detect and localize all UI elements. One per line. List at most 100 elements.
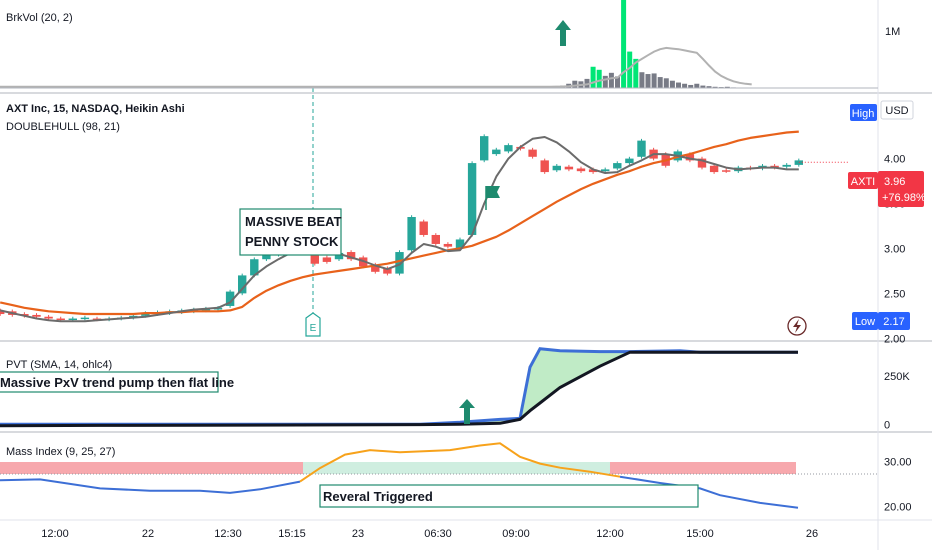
mass-index-panel: 30.00 20.00 (0, 442, 912, 513)
volume-arrow-up-icon (555, 20, 571, 46)
ema-line (0, 130, 799, 316)
volume-bar (688, 84, 694, 88)
time-tick-label: 15:15 (278, 528, 306, 540)
lightning-icon[interactable] (787, 316, 807, 336)
symbol-badge[interactable] (848, 172, 878, 189)
pvt-tick-0: 0 (884, 419, 890, 431)
candle (141, 313, 150, 316)
mass-band-red-left (0, 462, 303, 474)
volume-bar (645, 74, 651, 88)
candle (80, 317, 90, 320)
time-tick-label: 15:00 (686, 528, 714, 540)
pvt-arrow-up-icon (459, 399, 475, 424)
candle (467, 163, 477, 235)
high-badge[interactable] (850, 104, 877, 121)
pvt-panel: 250K 0 (0, 347, 910, 431)
volume-bar (572, 80, 578, 88)
currency-selector[interactable] (880, 100, 914, 120)
time-tick-label: 23 (352, 528, 364, 540)
candle (225, 291, 235, 306)
mass-band-red-right (610, 462, 796, 474)
beat-annotation-line1: MASSIVE BEAT (245, 214, 342, 229)
candle (334, 252, 344, 260)
mass-tick-30: 30.00 (884, 456, 912, 468)
volume-bar (700, 85, 706, 88)
candle (709, 165, 719, 173)
price-tick-label: 2.50 (884, 288, 905, 300)
volume-bar (706, 86, 712, 88)
candle (480, 136, 489, 161)
candle (371, 264, 380, 272)
volume-bar (608, 72, 614, 88)
pvt-annotation-box[interactable] (0, 371, 219, 393)
candle (44, 316, 53, 319)
candle (601, 169, 610, 172)
pvt-annotation-text: Massive PxV trend pump then flat line (0, 375, 234, 390)
candle (685, 154, 695, 161)
volume-bar (669, 80, 675, 88)
time-axis[interactable]: 12:00 22 12:30 15:15 23 06:30 09:00 12:00 15:00 2… (41, 528, 818, 540)
candle (588, 169, 598, 173)
mass-annotation-box[interactable] (319, 484, 699, 508)
pvt-panel-title[interactable]: PVT (SMA, 14, ohlc4) (6, 359, 112, 371)
volume-bar (651, 73, 657, 88)
volume-tick-1m: 1M (885, 26, 900, 38)
volume-bar (694, 83, 700, 88)
mass-index-line-orange (299, 442, 621, 483)
candle (613, 163, 622, 169)
volume-bar (724, 86, 730, 88)
candle (697, 158, 707, 168)
time-tick-label: 12:00 (41, 528, 69, 540)
mass-band-green (303, 462, 610, 474)
mass-panel-title[interactable]: Mass Index (9, 25, 27) (6, 446, 115, 458)
price-tick-label: 4.00 (884, 154, 905, 166)
candle (576, 168, 586, 172)
symbol-badge-label: AXTI (851, 176, 875, 188)
candle (56, 318, 65, 321)
candle (0, 310, 5, 315)
volume-panel-title[interactable]: BrkVol (20, 2) (6, 12, 73, 24)
hull-line (0, 136, 799, 323)
candle (443, 243, 453, 247)
earnings-marker-icon[interactable] (305, 312, 321, 337)
candle (250, 259, 259, 276)
candle (637, 140, 646, 157)
candle (528, 149, 537, 157)
volume-bar (657, 77, 663, 88)
price-tick-label: 2.00 (884, 333, 905, 345)
volume-panel: 1M (0, 0, 900, 89)
currency-label: USD (885, 105, 908, 117)
symbol-title[interactable]: AXT Inc, 15, NASDAQ, Heikin Ashi (6, 103, 185, 115)
last-price-badge[interactable] (878, 171, 924, 207)
pvt-sma-line (0, 350, 798, 428)
volume-bar (663, 78, 669, 88)
candle (455, 239, 465, 249)
volume-bar (639, 72, 645, 88)
candle (431, 234, 440, 244)
low-badge[interactable] (852, 312, 878, 330)
candle (492, 149, 501, 155)
candle (722, 170, 731, 172)
candle (540, 160, 549, 173)
time-tick-label: 22 (142, 528, 154, 540)
low-value: 2.17 (883, 316, 904, 328)
low-badge-label: Low (855, 316, 875, 328)
mass-index-line-right (619, 475, 799, 509)
candle (322, 257, 332, 262)
earnings-marker-label: E (310, 323, 317, 334)
change-value: +76.98% (882, 192, 926, 204)
time-tick-label: 12:30 (214, 528, 242, 540)
candle (92, 318, 102, 321)
mass-index-line-left (0, 478, 301, 494)
beat-annotation-box[interactable] (239, 208, 342, 256)
low-value-badge[interactable] (878, 312, 910, 330)
candle (383, 268, 392, 274)
candle (346, 252, 356, 260)
candle (68, 318, 77, 321)
volume-bar (602, 75, 608, 88)
candle (625, 158, 634, 164)
doublehull-title[interactable]: DOUBLEHULL (98, 21) (6, 121, 120, 133)
volume-ma-line (0, 46, 752, 88)
flag-icon[interactable] (485, 186, 500, 210)
